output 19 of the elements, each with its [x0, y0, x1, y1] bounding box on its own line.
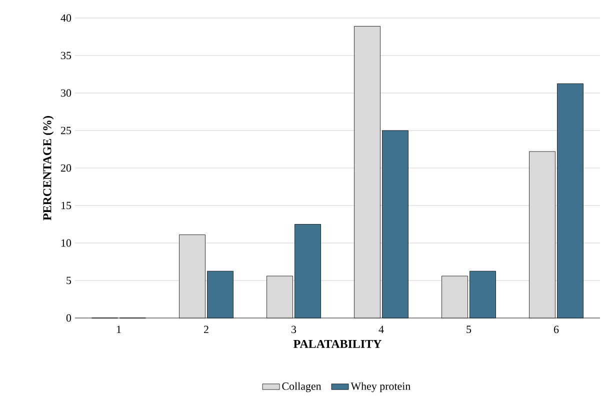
legend-label: Whey protein [350, 382, 410, 392]
y-tick-label: 35 [61, 52, 72, 60]
x-axis-title: PALATABILITY [294, 340, 382, 348]
y-tick-label: 20 [61, 164, 72, 172]
x-tick-label: 6 [554, 326, 559, 334]
y-tick-label: 10 [61, 239, 72, 247]
y-tick-label: 5 [66, 276, 72, 284]
x-tick-label: 1 [116, 326, 121, 334]
x-tick-label: 2 [204, 326, 208, 334]
legend-label: Collagen [282, 382, 322, 392]
y-axis-title: PERCENTAGE (%) [42, 116, 54, 220]
y-tick-label: 0 [66, 314, 72, 322]
x-tick-label: 5 [466, 326, 472, 334]
y-tick-label: 25 [61, 126, 72, 134]
y-tick-label: 40 [60, 14, 72, 22]
y-tick-label: 30 [61, 89, 72, 97]
y-tick-label: 15 [61, 202, 72, 210]
x-tick-label: 3 [292, 326, 296, 334]
x-tick-label: 4 [378, 326, 384, 333]
